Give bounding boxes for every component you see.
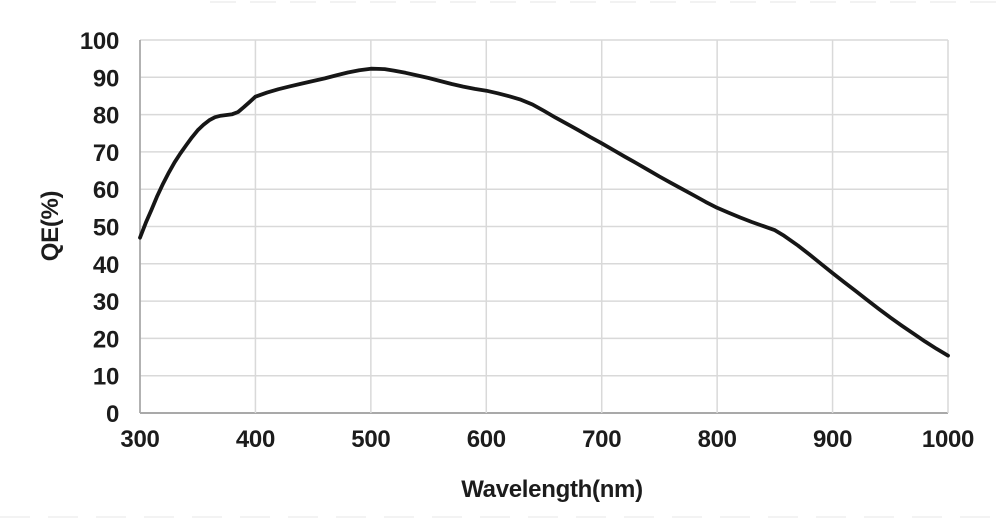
y-tick-label: 20	[93, 326, 119, 353]
x-tick-label: 400	[236, 426, 275, 453]
x-tick-label: 600	[467, 426, 506, 453]
y-axis-tick-labels: 0 10 20 30 40 50 60 70 80 90 100	[80, 28, 119, 428]
y-tick-label: 50	[93, 215, 119, 242]
x-tick-label: 300	[120, 426, 159, 453]
qe-curve	[138, 66, 950, 358]
y-axis-title: QE(%)	[37, 191, 64, 262]
y-tick-label: 100	[80, 28, 119, 55]
x-axis-tick-labels: 300 400 500 600 700 800 900 1000	[120, 426, 974, 453]
x-tick-label: 1000	[922, 426, 974, 453]
y-tick-label: 10	[93, 364, 119, 391]
y-tick-label: 40	[93, 252, 119, 279]
y-tick-label: 60	[93, 177, 119, 204]
y-tick-label: 70	[93, 140, 119, 167]
x-tick-label: 800	[698, 426, 737, 453]
x-tick-label: 900	[813, 426, 852, 453]
y-tick-label: 90	[93, 65, 119, 92]
x-tick-label: 500	[351, 426, 390, 453]
gridlines	[139, 39, 949, 414]
y-tick-label: 80	[93, 103, 119, 130]
y-tick-label: 30	[93, 289, 119, 316]
x-axis-title: Wavelength(nm)	[461, 476, 643, 503]
x-tick-label: 700	[582, 426, 621, 453]
y-tick-label: 0	[106, 401, 119, 428]
